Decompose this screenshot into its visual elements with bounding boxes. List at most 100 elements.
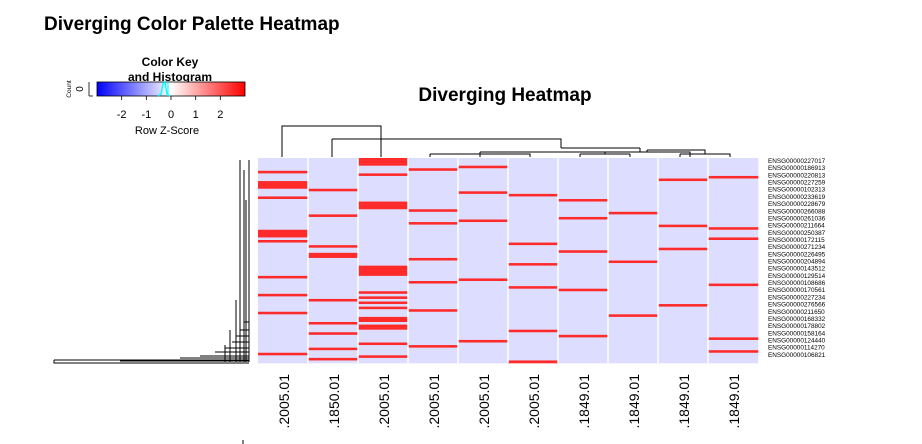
heatmap-cell [258, 275, 309, 279]
heatmap-cell [508, 232, 559, 236]
heatmap-cell [608, 306, 659, 310]
heatmap-cell [608, 191, 659, 195]
heatmap-cell [508, 191, 559, 195]
heatmap-cell [508, 306, 559, 310]
heatmap-cell [658, 355, 709, 359]
heatmap-cell [258, 288, 309, 292]
heatmap-cell [358, 265, 409, 269]
color-key-ylabel: Count [66, 80, 73, 98]
heatmap-cell [658, 268, 709, 272]
heatmap-cell [558, 304, 609, 307]
heatmap-cell [558, 278, 609, 282]
heatmap-cell [258, 293, 309, 297]
heatmap-cell [358, 268, 409, 272]
heatmap-cell [358, 183, 409, 187]
heatmap-cell [408, 178, 459, 182]
heatmap-cell [408, 273, 459, 277]
heatmap-cell [458, 291, 509, 295]
heatmap-cell [408, 170, 459, 174]
heatmap-cell [708, 240, 759, 243]
heatmap-cell [508, 281, 559, 284]
heatmap-cell [458, 345, 509, 348]
heatmap-cell [658, 350, 709, 354]
heatmap-cell [308, 278, 359, 282]
heatmap-cell [258, 268, 309, 272]
heatmap-cell [258, 211, 309, 215]
heatmap-cell [458, 298, 509, 302]
row-label: ENSG00000106821 [768, 352, 826, 359]
heatmap-cell [258, 304, 309, 307]
row-label: ENSG00000186913 [768, 165, 826, 172]
heatmap-cell [308, 357, 359, 361]
heatmap-cell [658, 158, 709, 161]
column-label: .2005.01 [526, 374, 542, 429]
heatmap-cell [558, 160, 609, 164]
heatmap-cell [658, 347, 709, 351]
heatmap-cell [408, 327, 459, 330]
heatmap-cell [608, 293, 659, 297]
heatmap-cell [308, 352, 359, 356]
heatmap-cell [558, 229, 609, 233]
row-label: ENSG00000170561 [768, 287, 826, 294]
heatmap-cell [358, 209, 409, 213]
heatmap-cell [408, 168, 459, 172]
heatmap-cell [358, 293, 409, 297]
row-label: ENSG00000178802 [768, 323, 826, 330]
heatmap-cell [558, 306, 609, 310]
heatmap-cell [608, 204, 659, 207]
heatmap-cell [408, 222, 459, 225]
heatmap-cell [358, 306, 409, 310]
heatmap-cell [408, 288, 459, 292]
heatmap-cell [458, 247, 509, 251]
heatmap-cell [408, 301, 459, 305]
heatmap-cell [708, 278, 759, 282]
heatmap-cell [608, 322, 659, 325]
heatmap-cell [258, 352, 309, 356]
heatmap-cell [358, 270, 409, 274]
heatmap-cell [408, 227, 459, 231]
heatmap-cell [308, 339, 359, 343]
heatmap-cell [258, 357, 309, 361]
heatmap-cell [408, 237, 459, 241]
heatmap-cell [608, 214, 659, 218]
heatmap-cell [358, 191, 409, 195]
heatmap-cell [708, 342, 759, 346]
heatmap-cell [458, 278, 509, 282]
heatmap-cell [458, 263, 509, 266]
heatmap-cell [258, 347, 309, 351]
heatmap-cell [558, 206, 609, 210]
heatmap-cell [408, 291, 459, 295]
heatmap-cell [658, 270, 709, 274]
heatmap-cell [258, 252, 309, 256]
heatmap-cell [308, 327, 359, 330]
heatmap-cell [608, 311, 659, 315]
heatmap-cell [408, 268, 459, 272]
column-label: .1849.01 [676, 374, 692, 429]
color-key-title: Color Key [142, 55, 199, 69]
heatmap-cell [408, 209, 459, 213]
heatmap-cell [658, 342, 709, 346]
heatmap-cell [558, 309, 609, 313]
heatmap-cell [458, 160, 509, 164]
heatmap-cell [658, 181, 709, 184]
heatmap-cell [658, 193, 709, 197]
heatmap-cell [258, 337, 309, 341]
color-key-tick-label: -2 [117, 109, 127, 121]
heatmap-cell [508, 275, 559, 279]
heatmap-cell [258, 163, 309, 166]
heatmap-cell [708, 229, 759, 233]
column-label: .1849.01 [626, 374, 642, 429]
heatmap-cell [358, 339, 409, 343]
heatmap-cell [308, 181, 359, 184]
heatmap-cell [658, 191, 709, 195]
heatmap-cell [708, 170, 759, 174]
heatmap-cell [258, 196, 309, 200]
heatmap-cell [558, 298, 609, 302]
heatmap-cell [508, 206, 559, 210]
heatmap-cell [658, 245, 709, 248]
heatmap-cell [508, 211, 559, 215]
heatmap-cell [258, 250, 309, 254]
heatmap-cell [658, 186, 709, 190]
heatmap-cell [408, 245, 459, 248]
heatmap-cell [658, 327, 709, 330]
